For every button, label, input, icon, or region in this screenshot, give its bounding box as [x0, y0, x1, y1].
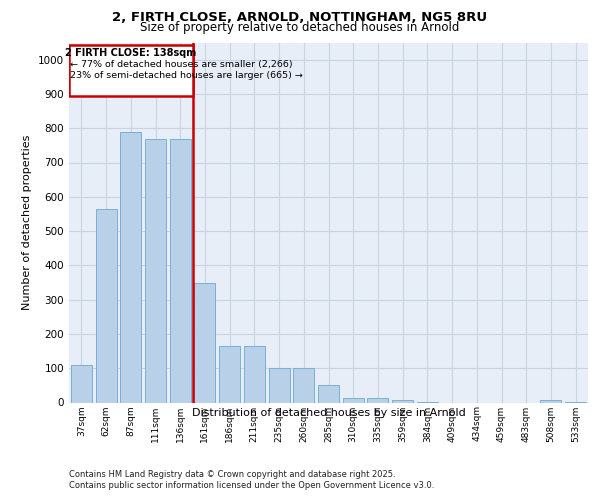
Text: ← 77% of detached houses are smaller (2,266): ← 77% of detached houses are smaller (2,…	[70, 60, 293, 68]
Bar	[392, 400, 413, 402]
Bar	[95, 209, 116, 402]
Bar	[343, 398, 364, 402]
Text: Contains HM Land Registry data © Crown copyright and database right 2025.: Contains HM Land Registry data © Crown c…	[69, 470, 395, 479]
Bar	[145, 138, 166, 402]
Bar	[69, 45, 193, 96]
Text: 23% of semi-detached houses are larger (665) →: 23% of semi-detached houses are larger (…	[70, 72, 303, 80]
Bar	[244, 346, 265, 403]
Y-axis label: Number of detached properties: Number of detached properties	[22, 135, 32, 310]
Bar	[318, 386, 339, 402]
Bar	[194, 282, 215, 403]
Bar	[269, 368, 290, 402]
Bar	[71, 365, 92, 403]
Bar	[219, 346, 240, 403]
Text: Distribution of detached houses by size in Arnold: Distribution of detached houses by size …	[192, 408, 466, 418]
Text: 2, FIRTH CLOSE, ARNOLD, NOTTINGHAM, NG5 8RU: 2, FIRTH CLOSE, ARNOLD, NOTTINGHAM, NG5 …	[112, 11, 488, 24]
Bar	[170, 138, 191, 402]
Text: Size of property relative to detached houses in Arnold: Size of property relative to detached ho…	[140, 22, 460, 35]
Bar	[367, 398, 388, 402]
Bar	[120, 132, 141, 402]
Bar	[293, 368, 314, 402]
Bar	[541, 400, 562, 402]
Text: 2 FIRTH CLOSE: 138sqm: 2 FIRTH CLOSE: 138sqm	[65, 48, 196, 58]
Text: Contains public sector information licensed under the Open Government Licence v3: Contains public sector information licen…	[69, 481, 434, 490]
